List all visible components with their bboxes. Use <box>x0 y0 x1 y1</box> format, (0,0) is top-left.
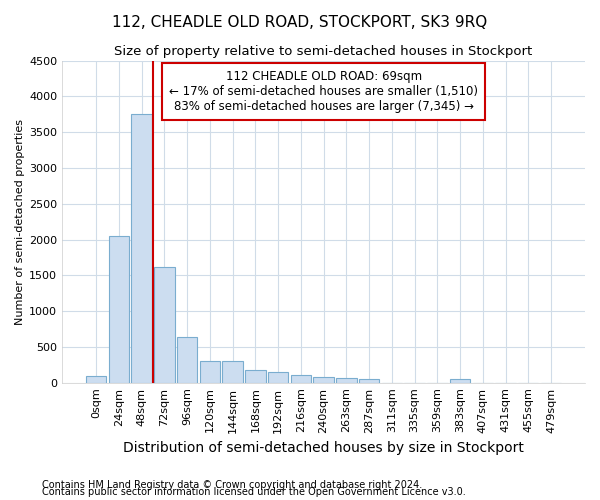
Text: 112 CHEADLE OLD ROAD: 69sqm
← 17% of semi-detached houses are smaller (1,510)
83: 112 CHEADLE OLD ROAD: 69sqm ← 17% of sem… <box>169 70 478 113</box>
Y-axis label: Number of semi-detached properties: Number of semi-detached properties <box>15 118 25 324</box>
Text: Contains HM Land Registry data © Crown copyright and database right 2024.: Contains HM Land Registry data © Crown c… <box>42 480 422 490</box>
Bar <box>177 337 197 382</box>
X-axis label: Distribution of semi-detached houses by size in Stockport: Distribution of semi-detached houses by … <box>123 441 524 455</box>
Bar <box>290 375 311 382</box>
Bar <box>336 378 356 382</box>
Bar <box>245 370 266 382</box>
Bar <box>268 372 289 382</box>
Bar <box>200 361 220 382</box>
Bar <box>223 361 243 382</box>
Bar <box>154 266 175 382</box>
Bar <box>131 114 152 382</box>
Bar <box>359 380 379 382</box>
Bar <box>313 377 334 382</box>
Bar <box>450 380 470 382</box>
Text: Contains public sector information licensed under the Open Government Licence v3: Contains public sector information licen… <box>42 487 466 497</box>
Title: Size of property relative to semi-detached houses in Stockport: Size of property relative to semi-detach… <box>115 45 533 58</box>
Text: 112, CHEADLE OLD ROAD, STOCKPORT, SK3 9RQ: 112, CHEADLE OLD ROAD, STOCKPORT, SK3 9R… <box>112 15 488 30</box>
Bar <box>109 236 129 382</box>
Bar <box>86 376 106 382</box>
